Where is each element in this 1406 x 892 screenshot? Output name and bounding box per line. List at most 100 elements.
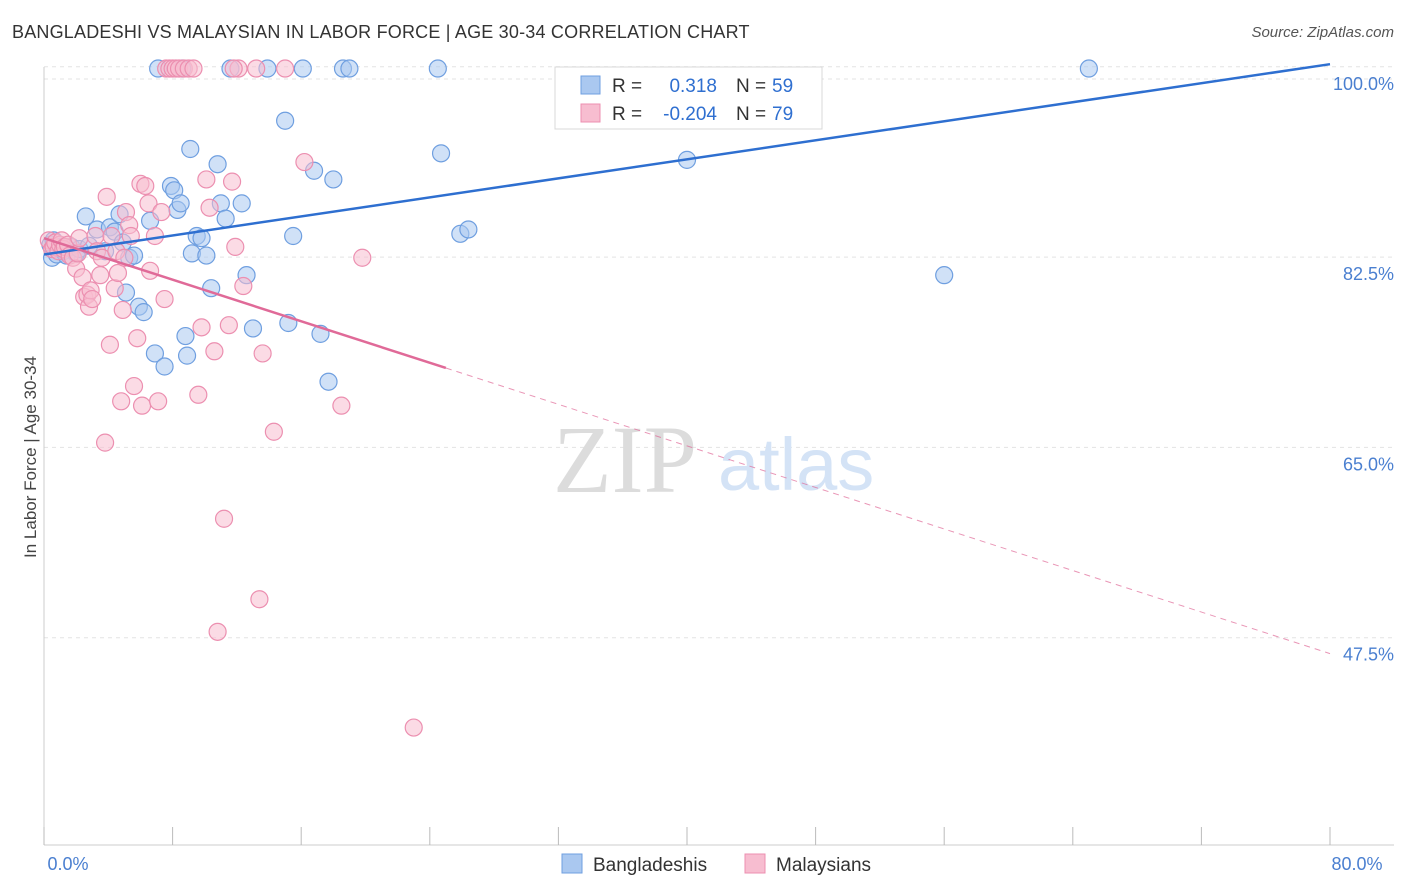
point-bangladeshis (284, 226, 303, 246)
y-axis-label: In Labor Force | Age 30-34 (21, 356, 40, 558)
grid-lines (44, 66, 1394, 639)
point-malaysians (295, 152, 314, 172)
point-bangladeshis (431, 144, 451, 163)
point-bangladeshis (324, 170, 343, 189)
point-malaysians (83, 289, 102, 309)
point-bangladeshis (176, 326, 195, 346)
point-malaysians (152, 202, 171, 222)
axes (43, 67, 1394, 846)
point-bangladeshis (459, 220, 478, 239)
point-malaysians (149, 392, 168, 411)
point-malaysians (132, 396, 152, 415)
bottom-legend-bangladeshis: Bangladeshis (593, 855, 707, 876)
watermark: ZIP atlas (553, 406, 874, 513)
point-malaysians (136, 176, 155, 196)
point-malaysians (224, 59, 243, 78)
point-bangladeshis (319, 372, 338, 391)
point-malaysians (139, 194, 158, 213)
point-malaysians (192, 318, 211, 337)
point-malaysians (208, 622, 227, 641)
data-points (39, 59, 1098, 737)
point-bangladeshis (145, 344, 165, 363)
point-malaysians (214, 509, 234, 528)
point-bangladeshis (155, 357, 174, 376)
point-malaysians (124, 376, 144, 396)
point-malaysians (200, 198, 219, 217)
point-bangladeshis (76, 207, 95, 226)
y-tick-label: 100.0% (1333, 74, 1394, 94)
legend-swatch-malaysians (580, 103, 601, 123)
point-bangladeshis (293, 59, 312, 78)
watermark-atlas: atlas (718, 423, 874, 506)
point-malaysians (155, 289, 174, 309)
legend-bottom: Bangladeshis Malaysians (561, 853, 871, 876)
trend-lines (43, 62, 1331, 655)
bottom-swatch-bangladeshis (561, 853, 583, 874)
point-malaysians (276, 59, 295, 78)
point-malaysians (353, 248, 372, 267)
point-malaysians (73, 268, 92, 287)
y-tick-label: 82.5% (1343, 264, 1394, 284)
point-malaysians (189, 385, 208, 404)
point-malaysians (332, 396, 351, 415)
point-malaysians (197, 170, 216, 189)
point-malaysians (102, 226, 121, 246)
legend-r-value-malaysians: -0.204 (663, 104, 717, 125)
point-malaysians (234, 276, 253, 296)
point-bangladeshis (177, 346, 197, 365)
point-malaysians (219, 316, 238, 335)
point-malaysians (86, 226, 105, 246)
point-bangladeshis (171, 194, 190, 213)
legend-n-value-bangladeshis: 59 (772, 76, 793, 97)
point-bangladeshis (216, 209, 235, 228)
point-bangladeshis (192, 229, 211, 248)
chart-source: Source: ZipAtlas.com (1251, 24, 1394, 41)
point-bangladeshis (197, 246, 216, 265)
point-bangladeshis (340, 59, 359, 78)
y-tick-label: 47.5% (1343, 645, 1394, 665)
x-tick-label: 0.0% (47, 854, 88, 874)
point-bangladeshis (208, 155, 227, 174)
tick-labels: 100.0% 82.5% 65.0% 47.5% 0.0% 80.0% (47, 74, 1394, 874)
legend-top: R = 0.318 N = 59 R = -0.204 N = 79 (554, 66, 823, 130)
point-bangladeshis (428, 59, 447, 78)
chart-title: BANGLADESHI VS MALAYSIAN IN LABOR FORCE … (12, 22, 750, 42)
point-malaysians (112, 392, 131, 411)
legend-n-value-malaysians: 79 (772, 104, 793, 125)
point-malaysians (91, 266, 110, 285)
legend-r-value-bangladeshis: 0.318 (669, 76, 717, 97)
point-malaysians (184, 59, 203, 78)
point-malaysians (226, 237, 245, 256)
point-malaysians (205, 342, 224, 361)
point-malaysians (113, 300, 132, 320)
legend-swatch-bangladeshis (580, 75, 601, 95)
watermark-zip: ZIP (553, 406, 697, 513)
trend-line-malaysians (43, 236, 447, 370)
point-malaysians (100, 335, 120, 354)
bottom-legend-malaysians: Malaysians (776, 855, 871, 876)
point-malaysians (404, 718, 423, 737)
trend-extension-malaysians (445, 367, 1331, 655)
legend-r-label-2: R = (612, 104, 642, 125)
point-malaysians (108, 263, 128, 283)
point-bangladeshis (1079, 59, 1098, 78)
point-malaysians (95, 433, 115, 452)
point-malaysians (222, 172, 242, 191)
point-malaysians (253, 344, 272, 363)
point-bangladeshis (243, 319, 263, 338)
point-bangladeshis (181, 139, 200, 159)
point-malaysians (247, 59, 266, 78)
point-bangladeshis (935, 266, 954, 285)
point-malaysians (264, 422, 283, 441)
legend-n-label-2: N = (736, 104, 766, 125)
point-malaysians (128, 329, 147, 348)
point-malaysians (97, 187, 116, 206)
x-tick-label: 80.0% (1331, 854, 1382, 874)
point-bangladeshis (276, 111, 295, 130)
y-tick-label: 65.0% (1343, 454, 1394, 474)
legend-r-label-1: R = (612, 76, 642, 97)
point-bangladeshis (232, 194, 251, 213)
point-malaysians (105, 279, 124, 298)
bottom-swatch-malaysians (744, 853, 766, 874)
point-malaysians (70, 229, 89, 248)
